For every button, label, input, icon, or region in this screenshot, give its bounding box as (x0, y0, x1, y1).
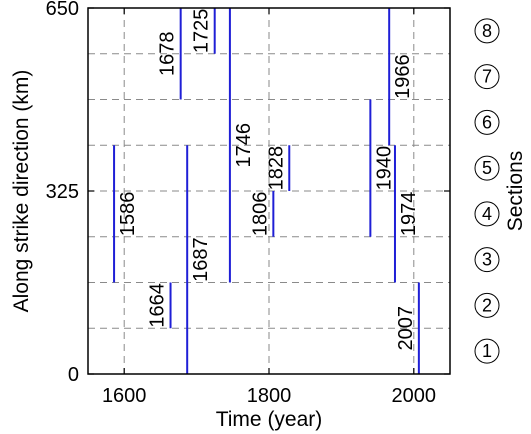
x-tick-label: 2000 (392, 385, 437, 407)
section-circle (474, 201, 500, 227)
section-number: 7 (482, 67, 492, 87)
section-circle (474, 338, 500, 364)
x-tick-label: 1600 (102, 385, 147, 407)
rupture-year-label: 1828 (265, 146, 287, 191)
section-number: 5 (482, 158, 492, 178)
rupture-year-label: 1806 (249, 192, 271, 237)
section-number: 2 (482, 295, 492, 315)
x-tick-label: 1800 (247, 385, 292, 407)
y-tick-label: 0 (68, 364, 79, 386)
rupture-year-label: 1940 (373, 146, 395, 191)
rupture-year-label: 1746 (233, 123, 255, 168)
rupture-year-label: 1664 (147, 283, 169, 328)
section-markers: 1 2 3 4 5 6 7 8 (474, 18, 500, 364)
rupture-year-label: 2007 (395, 306, 417, 351)
rupture-year-label: 1966 (392, 54, 414, 99)
rupture-lines (113, 8, 420, 374)
section-number: 6 (482, 112, 492, 132)
section-number: 1 (482, 341, 492, 361)
section-number: 3 (482, 250, 492, 270)
x-axis-title: Time (year) (216, 408, 323, 431)
section-circle (474, 109, 500, 135)
sections-title: Sections (504, 151, 527, 232)
y-tick-label: 650 (46, 0, 79, 20)
rupture-year-label: 1586 (117, 192, 139, 237)
ticks: 1600 1800 2000 0 325 650 (46, 0, 450, 407)
section-circle (474, 292, 500, 318)
rupture-year-label: 1687 (190, 237, 212, 282)
section-number: 8 (482, 21, 492, 41)
y-axis-title: Along strike direction (km) (10, 70, 33, 313)
section-circle (474, 247, 500, 273)
section-number: 4 (482, 204, 492, 224)
section-circle (474, 18, 500, 44)
section-circle (474, 155, 500, 181)
y-tick-label: 325 (46, 181, 79, 203)
rupture-year-label: 1974 (398, 192, 420, 237)
rupture-year-label: 1725 (191, 9, 213, 54)
rupture-year-label: 1678 (157, 32, 179, 77)
section-circle (474, 64, 500, 90)
